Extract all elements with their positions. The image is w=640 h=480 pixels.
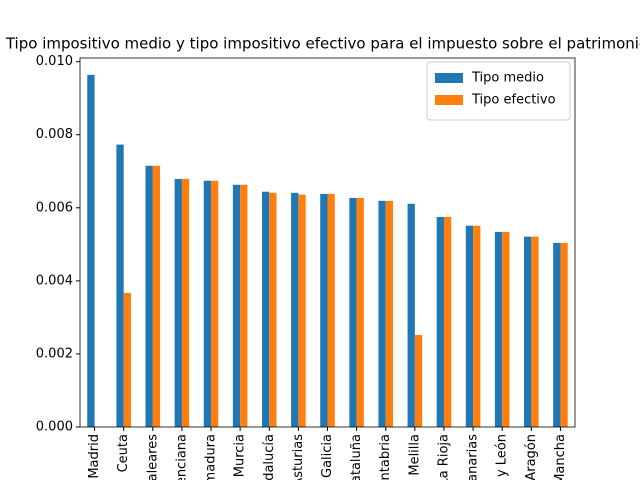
x-tick-label: Cantabria xyxy=(378,434,393,480)
legend-label: Tipo medio xyxy=(471,71,544,86)
bar xyxy=(531,236,539,427)
x-tick-label: Ceuta xyxy=(116,434,131,472)
x-tick-label: Castilla y León xyxy=(495,434,510,480)
x-tick-label: Canarias xyxy=(466,434,481,480)
bar xyxy=(203,180,212,427)
legend-label: Tipo efectivo xyxy=(471,93,556,108)
x-tick-label: Baleares xyxy=(145,434,160,480)
bar xyxy=(553,242,561,427)
bar xyxy=(211,180,219,427)
bar xyxy=(436,216,444,427)
bar xyxy=(116,144,124,427)
bar xyxy=(443,216,452,427)
bar xyxy=(378,200,386,427)
x-tick-label: Castilla-La Mancha xyxy=(553,434,568,480)
bar xyxy=(502,231,510,427)
x-tick-label: Murcia xyxy=(233,434,248,477)
bar xyxy=(385,200,394,427)
x-tick-label: Madrid xyxy=(87,434,102,479)
axes-frame xyxy=(79,57,576,428)
bar xyxy=(414,334,423,427)
y-tick-label: 0.010 xyxy=(36,54,73,69)
bar xyxy=(291,192,299,427)
bar xyxy=(152,165,161,427)
y-tick-label: 0.002 xyxy=(36,346,73,361)
bar xyxy=(87,74,95,427)
x-tick-label: Cataluña xyxy=(349,434,364,480)
bar xyxy=(349,197,357,427)
bar xyxy=(524,236,532,427)
y-tick-label: 0.000 xyxy=(36,420,73,435)
y-tick-label: 0.006 xyxy=(36,200,73,215)
y-tick-label: 0.008 xyxy=(36,127,73,142)
bar xyxy=(320,193,328,427)
bar xyxy=(269,192,277,427)
bar xyxy=(181,178,190,427)
bar xyxy=(465,225,474,427)
bar xyxy=(232,184,241,427)
bar xyxy=(261,191,270,427)
chart-title: Tipo impositivo medio y tipo impositivo … xyxy=(5,35,640,53)
x-tick-label: Andalucía xyxy=(262,434,277,480)
bar xyxy=(407,203,415,427)
bar xyxy=(327,193,335,427)
bar xyxy=(145,165,153,427)
x-tick-label: Comunidad Valenciana xyxy=(174,434,189,480)
x-tick-label: Melilla xyxy=(407,434,422,476)
bar xyxy=(356,197,364,427)
x-tick-label: Asturias xyxy=(291,434,306,480)
bar xyxy=(174,178,182,427)
bar xyxy=(473,225,481,427)
x-tick-label: La Rioja xyxy=(436,434,451,480)
bar xyxy=(240,184,248,427)
bar xyxy=(298,194,306,427)
bar xyxy=(494,231,503,427)
legend-swatch xyxy=(435,95,463,105)
bar xyxy=(123,292,131,427)
legend-swatch xyxy=(435,73,463,83)
x-tick-label: Aragón xyxy=(524,434,539,480)
bar xyxy=(560,242,568,427)
y-tick-label: 0.004 xyxy=(36,273,73,288)
x-tick-label: Galicia xyxy=(320,434,335,478)
x-tick-label: Extremadura xyxy=(204,434,219,480)
